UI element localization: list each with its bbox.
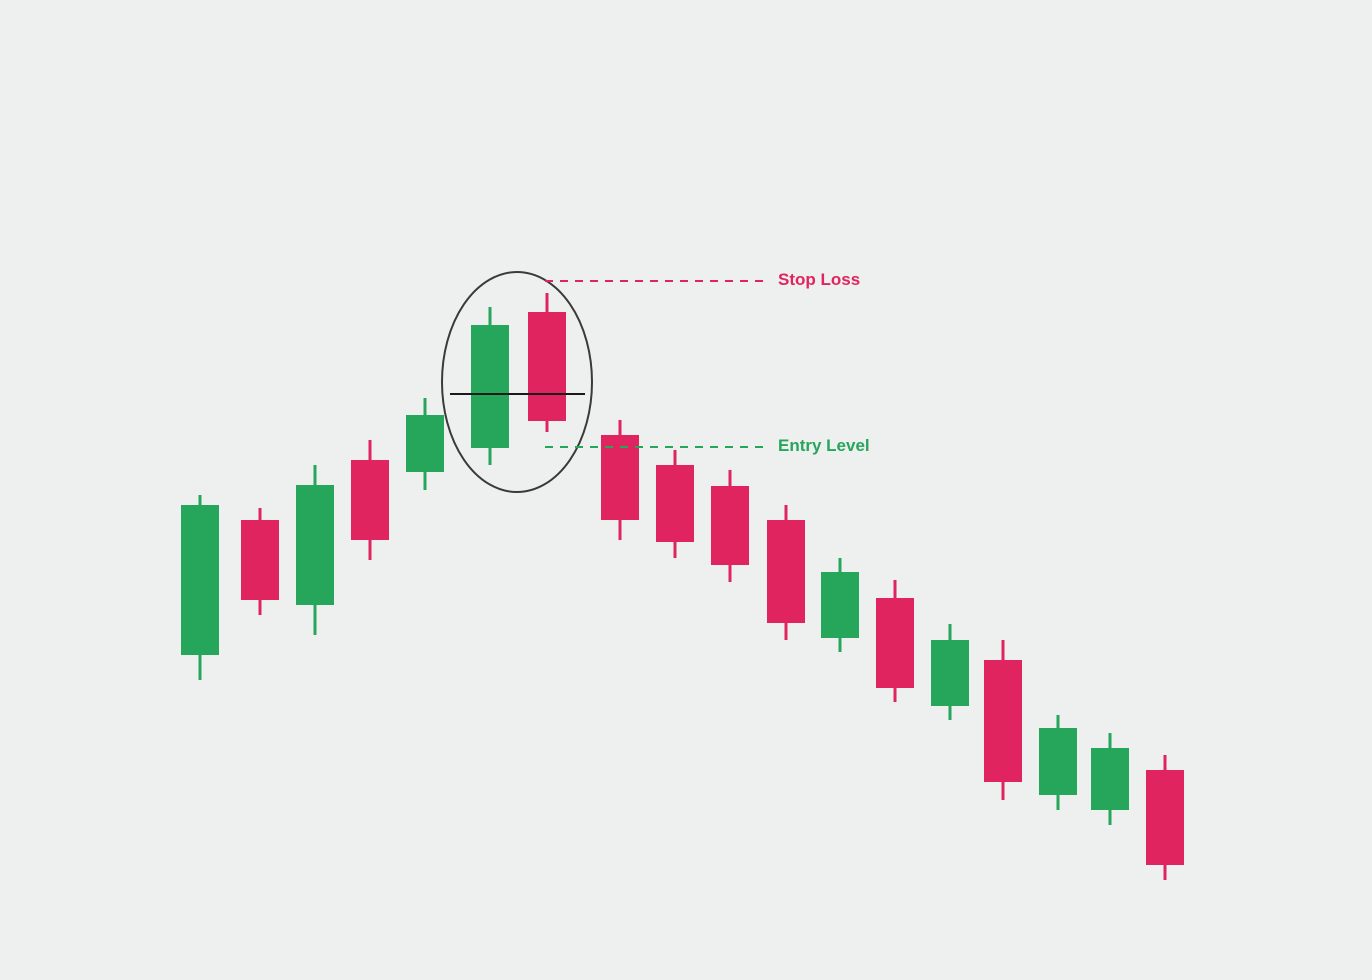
- candle-body: [296, 485, 334, 605]
- candlestick-chart: [0, 0, 1372, 980]
- candle-body: [351, 460, 389, 540]
- candle-body: [984, 660, 1022, 782]
- candle-body: [1146, 770, 1184, 865]
- candle-body: [1091, 748, 1129, 810]
- candle-body: [876, 598, 914, 688]
- candle-body: [931, 640, 969, 706]
- candle-body: [241, 520, 279, 600]
- entry-level-label: Entry Level: [778, 436, 870, 456]
- candle-body: [528, 312, 566, 421]
- stop-loss-label: Stop Loss: [778, 270, 860, 290]
- candle-body: [656, 465, 694, 542]
- candle-body: [406, 415, 444, 472]
- chart-canvas: DARK CLOUD COVER PATTERN Stop Loss Entry…: [0, 0, 1372, 980]
- candle-body: [181, 505, 219, 655]
- candle-body: [1039, 728, 1077, 795]
- candle-body: [767, 520, 805, 623]
- candle-body: [711, 486, 749, 565]
- candle-body: [821, 572, 859, 638]
- candle-body: [471, 325, 509, 448]
